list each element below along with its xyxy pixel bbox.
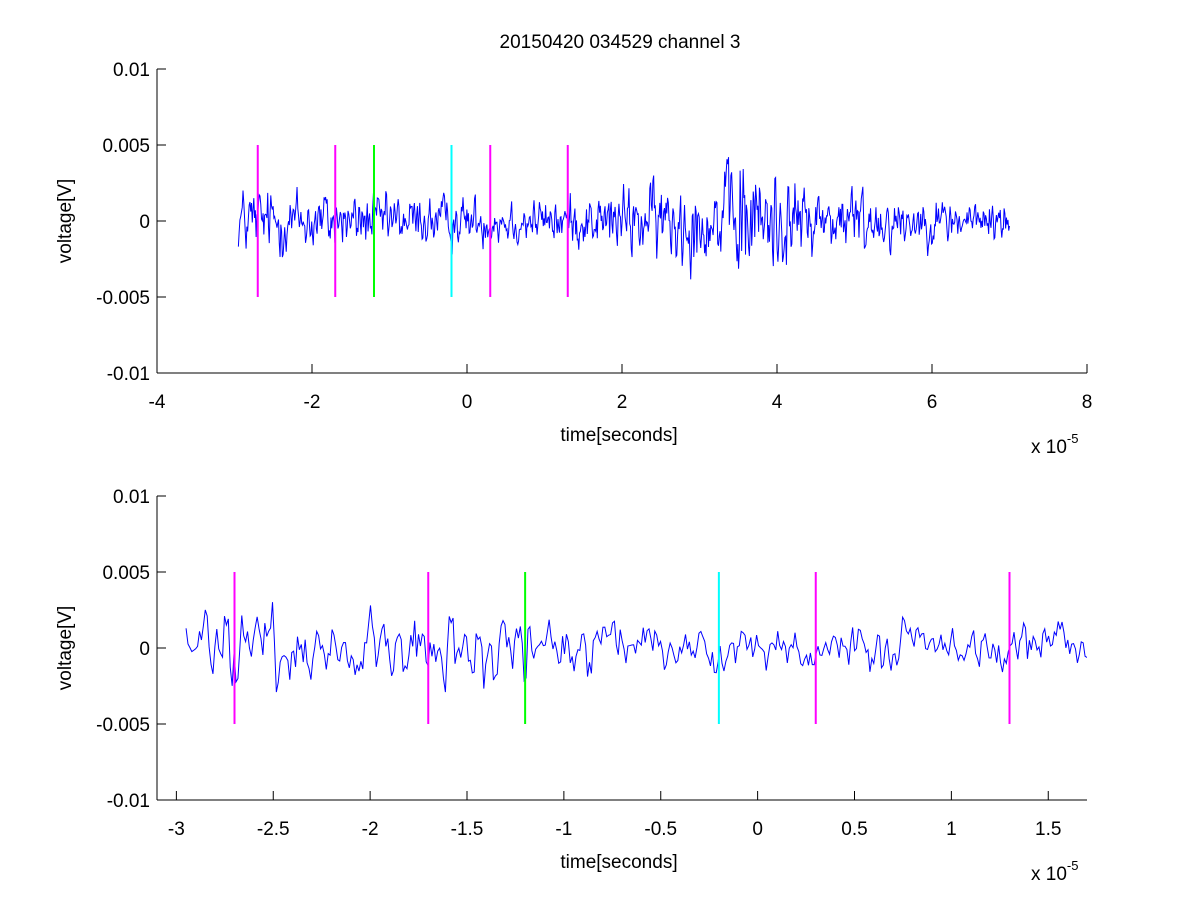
x-exponent-label: x 10-5 [1031, 858, 1078, 885]
x-tick-label: -2 [362, 819, 379, 840]
x-tick-label: 4 [772, 392, 783, 413]
x-tick-label: 1.5 [1035, 819, 1061, 840]
x-tick-label: -1.5 [451, 819, 484, 840]
x-tick-label: -4 [149, 392, 166, 413]
x-tick-label: 2 [617, 392, 628, 413]
x-tick-label: 0 [462, 392, 473, 413]
x-tick-label: 1 [946, 819, 957, 840]
signal-trace [237, 157, 1010, 280]
y-axis-label: voltage[V] [55, 606, 76, 691]
y-tick-label: 0.01 [113, 60, 150, 81]
x-tick-label: -2 [304, 392, 321, 413]
x-axis-label: time[seconds] [560, 852, 677, 873]
x-exponent-power: -5 [1067, 858, 1079, 873]
y-tick-label: 0.005 [102, 563, 150, 584]
y-tick-label: 0 [139, 212, 150, 233]
x-tick-label: -2.5 [257, 819, 290, 840]
x-tick-label: 8 [1082, 392, 1093, 413]
y-tick-label: 0.01 [113, 487, 150, 508]
y-tick-label: 0 [139, 639, 150, 660]
signal-trace [185, 602, 1087, 693]
x-tick-label: 0 [752, 819, 763, 840]
x-exponent-power: -5 [1067, 431, 1079, 446]
plots-group: -0.01 -0.005 0 0.005 0.01 -4 -2 0 2 4 6 8 time[secon… [55, 60, 1092, 885]
subplot-1: -0.01 -0.005 0 0.005 0.01 -4 -2 0 2 4 6 8 time[secon… [55, 60, 1092, 458]
x-tick-label: 0.5 [841, 819, 867, 840]
subplot-2: -0.01 -0.005 0 0.005 0.01 -3 -2.5 -2 -1.5 -1 -0.5 0… [55, 487, 1087, 885]
x-tick-label: 6 [927, 392, 938, 413]
x-exponent-label: x 10-5 [1031, 431, 1078, 458]
x-tick-label: -3 [168, 819, 185, 840]
x-tick-label: -0.5 [644, 819, 677, 840]
y-tick-label: -0.005 [96, 288, 150, 309]
y-tick-label: 0.005 [102, 136, 150, 157]
x-axis-label: time[seconds] [560, 425, 677, 446]
y-axis-label: voltage[V] [55, 179, 76, 264]
x-exponent-base: x 10 [1031, 437, 1067, 458]
y-tick-label: -0.01 [107, 364, 150, 385]
y-tick-label: -0.005 [96, 715, 150, 736]
y-tick-label: -0.01 [107, 791, 150, 812]
x-exponent-base: x 10 [1031, 864, 1067, 885]
figure-title: 20150420 034529 channel 3 [500, 32, 741, 53]
x-tick-label: -1 [555, 819, 572, 840]
